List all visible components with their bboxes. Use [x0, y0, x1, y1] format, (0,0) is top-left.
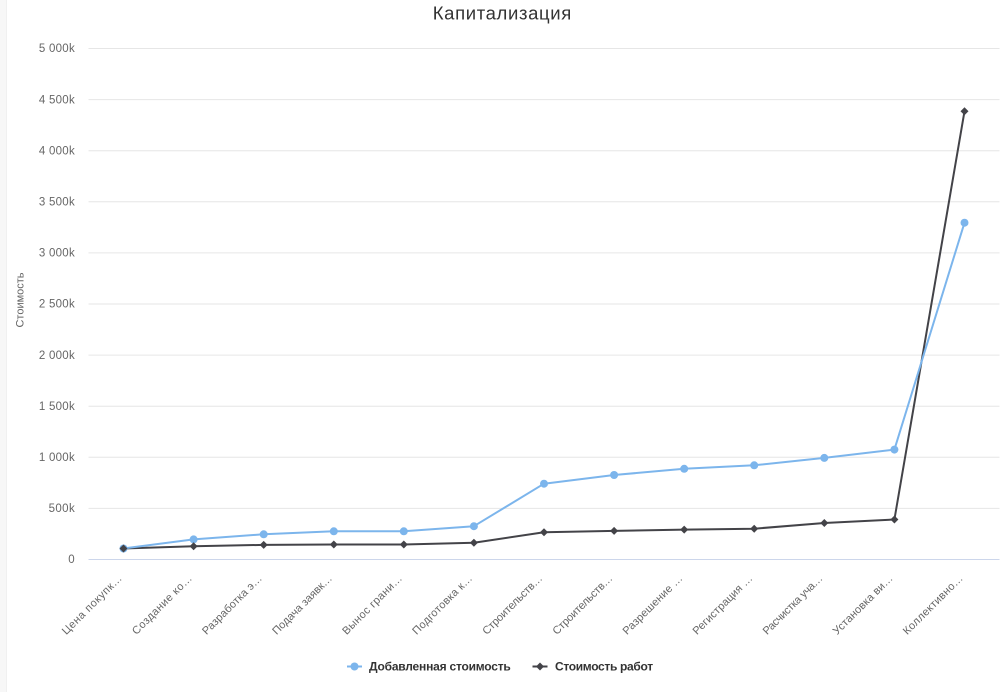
svg-text:4 000k: 4 000k — [39, 145, 75, 157]
svg-text:3 500k: 3 500k — [39, 197, 75, 209]
svg-text:500k: 500k — [49, 503, 75, 515]
svg-text:Капитализация: Капитализация — [433, 3, 572, 24]
svg-text:2 500k: 2 500k — [39, 299, 75, 311]
svg-text:4 500k: 4 500k — [39, 94, 75, 106]
svg-text:Стоимость: Стоимость — [15, 272, 27, 327]
svg-text:1 500k: 1 500k — [39, 401, 75, 413]
svg-text:Добавленная стоимость: Добавленная стоимость — [369, 660, 511, 674]
svg-text:2 000k: 2 000k — [39, 350, 75, 362]
svg-text:0: 0 — [68, 554, 74, 566]
svg-text:3 000k: 3 000k — [39, 248, 75, 260]
svg-text:1 000k: 1 000k — [39, 452, 75, 464]
svg-text:Стоимость работ: Стоимость работ — [555, 660, 653, 674]
svg-text:5 000k: 5 000k — [39, 43, 75, 55]
